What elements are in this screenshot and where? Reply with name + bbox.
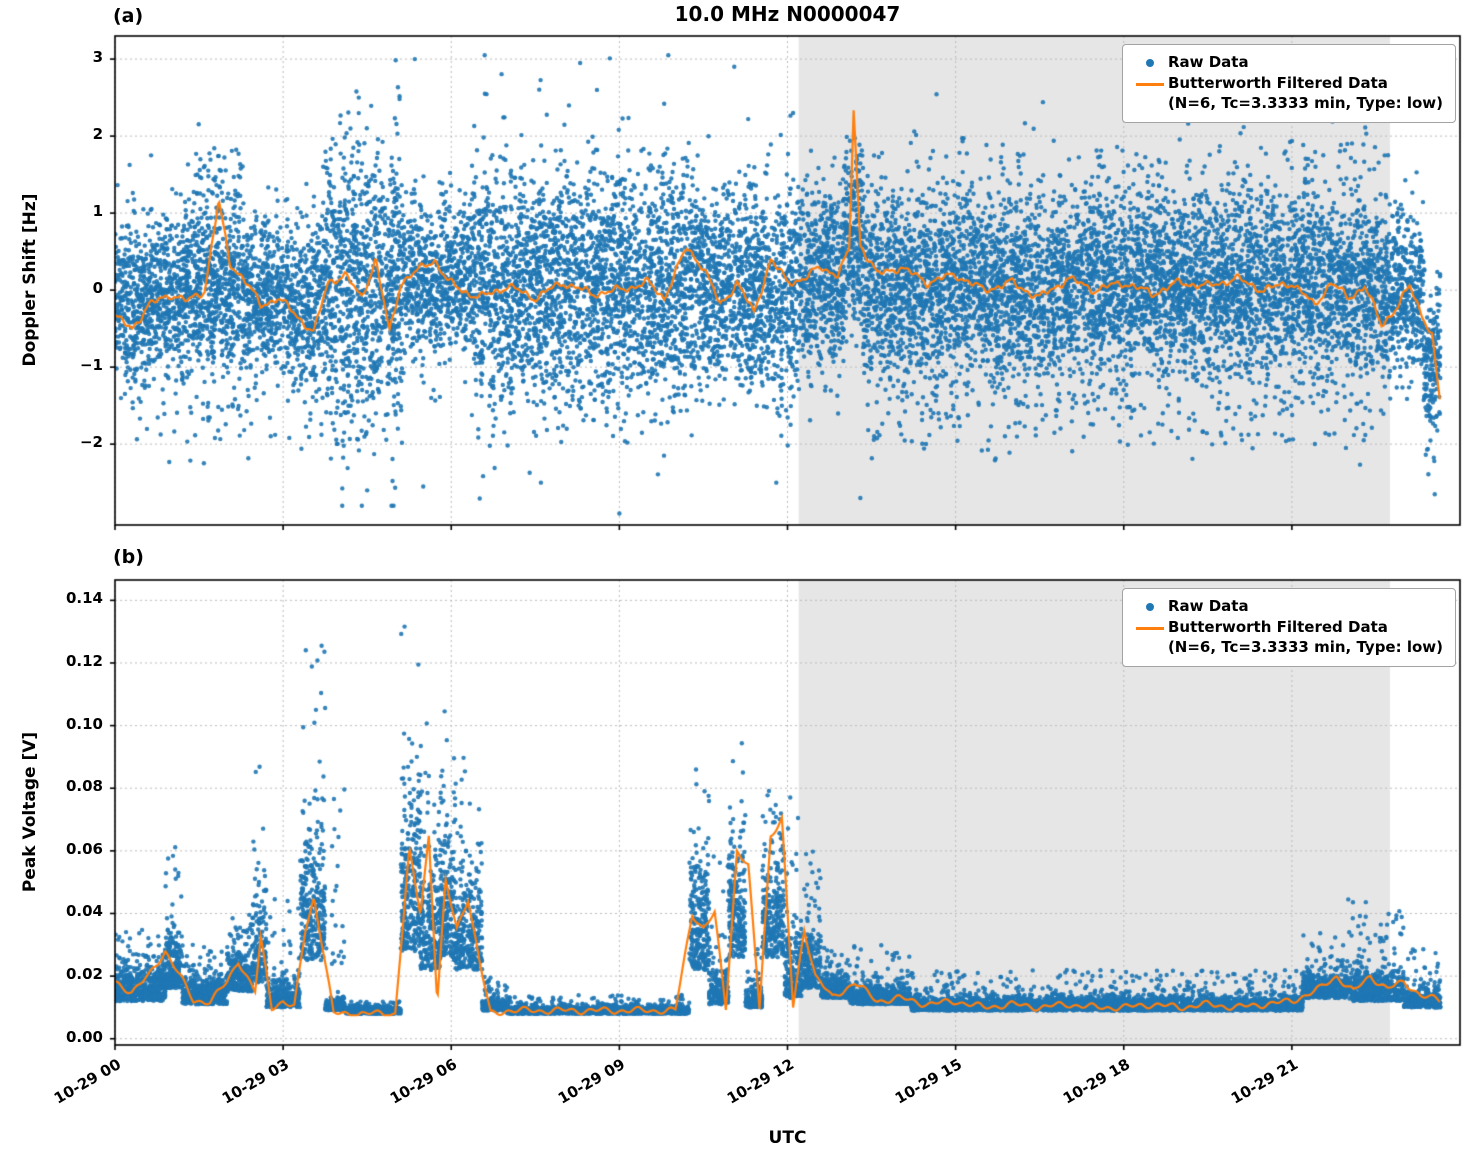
legend-row-raw: Raw Data [1132, 53, 1443, 73]
legend-panel-a: Raw Data Butterworth Filtered Data (N=6,… [1121, 44, 1456, 123]
y-tick-label-voltage: 0.04 [65, 902, 103, 921]
y-tick-label-doppler: −2 [79, 433, 103, 452]
panel-b-label: (b) [113, 546, 144, 568]
y-tick-label-voltage: 0.12 [65, 651, 103, 670]
y-tick-label-voltage: 0.06 [65, 839, 103, 858]
y-tick-label-doppler: 1 [92, 202, 103, 221]
legend-filtered-label: Butterworth Filtered Data [1167, 74, 1388, 92]
y-tick-label-doppler: 3 [92, 48, 103, 67]
figure-title: 10.0 MHz N0000047 [674, 2, 901, 26]
y-axis-label-voltage: Peak Voltage [V] [20, 731, 40, 893]
y-tick-label-voltage: 0.02 [65, 965, 103, 984]
filtered-line-marker-icon [1135, 626, 1164, 630]
legend-filtered-sublabel: (N=6, Tc=3.3333 min, Type: low) [1167, 93, 1443, 112]
x-axis-label: UTC [768, 1128, 807, 1148]
y-tick-label-voltage: 0.00 [65, 1027, 103, 1046]
raw-data-marker-icon [1145, 603, 1154, 611]
raw-data-marker-icon [1145, 59, 1154, 67]
y-tick-label-voltage: 0.08 [65, 777, 103, 796]
legend-row-raw: Raw Data [1132, 597, 1443, 617]
legend-filtered-sublabel: (N=6, Tc=3.3333 min, Type: low) [1167, 637, 1443, 656]
legend-raw-label: Raw Data [1167, 53, 1249, 71]
y-tick-label-doppler: −1 [79, 356, 103, 375]
y-tick-label-voltage: 0.14 [65, 589, 103, 608]
legend-row-filtered: Butterworth Filtered Data (N=6, Tc=3.333… [1132, 618, 1443, 658]
panel-a-label: (a) [113, 5, 144, 27]
legend-row-filtered: Butterworth Filtered Data (N=6, Tc=3.333… [1132, 74, 1443, 114]
y-tick-label-doppler: 2 [92, 125, 103, 144]
y-tick-label-doppler: 0 [92, 279, 103, 298]
y-tick-label-voltage: 0.10 [65, 714, 103, 733]
legend-panel-b: Raw Data Butterworth Filtered Data (N=6,… [1121, 588, 1456, 667]
legend-filtered-label: Butterworth Filtered Data [1167, 618, 1388, 636]
legend-raw-label: Raw Data [1167, 597, 1249, 615]
filtered-line-marker-icon [1135, 82, 1164, 86]
